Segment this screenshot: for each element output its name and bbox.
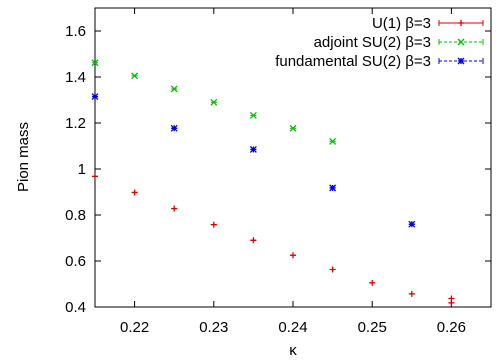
y-tick-label: 0.4 — [65, 299, 86, 316]
x-tick-label: 0.26 — [437, 319, 466, 336]
data-point — [448, 299, 455, 306]
x-axis-title: κ — [289, 342, 297, 359]
data-point — [408, 220, 416, 228]
data-point — [369, 279, 376, 286]
data-point — [210, 221, 217, 228]
series-2 — [91, 93, 416, 228]
legend-marker — [457, 38, 465, 46]
data-point — [131, 72, 139, 80]
legend-label: U(1) β=3 — [372, 15, 431, 32]
data-point — [171, 205, 178, 212]
y-tick-label: 1.4 — [65, 69, 86, 86]
data-point — [329, 266, 336, 273]
x-tick-label: 0.23 — [199, 319, 228, 336]
data-point — [289, 124, 297, 132]
y-axis-title: Pion mass — [15, 122, 32, 192]
series-1 — [91, 59, 337, 145]
data-point — [329, 137, 337, 145]
data-point — [249, 111, 257, 119]
legend-label: adjoint SU(2) β=3 — [314, 34, 431, 51]
data-point — [92, 173, 98, 180]
legend-marker — [457, 57, 465, 65]
data-point — [170, 85, 178, 93]
data-point — [408, 290, 415, 297]
legend: U(1) β=3 adjoint SU(2) β=3 fundamental SU(… — [275, 15, 484, 70]
tick-labels: 0.22 0.23 0.24 0.25 0.26 0.4 0.6 0.8 1 1.2 1.4 1.6 — [65, 23, 466, 336]
x-tick-label: 0.25 — [358, 319, 387, 336]
y-tick-label: 1.6 — [65, 23, 86, 40]
legend-label: fundamental SU(2) β=3 — [275, 53, 431, 70]
series-0 — [92, 173, 455, 306]
y-tick-label: 1 — [78, 161, 86, 178]
x-tick-label: 0.24 — [278, 319, 307, 336]
legend-marker — [458, 20, 464, 26]
data-point — [290, 252, 296, 259]
data-point — [91, 93, 99, 101]
y-tick-label: 1.2 — [65, 115, 86, 132]
data-point — [329, 184, 337, 192]
data-point — [91, 59, 99, 67]
x-tick-label: 0.22 — [120, 319, 149, 336]
data-point — [250, 237, 257, 244]
data-point — [210, 98, 218, 106]
data-point — [131, 189, 138, 196]
data-point — [249, 145, 257, 153]
y-tick-label: 0.6 — [65, 253, 86, 270]
ticks — [95, 8, 491, 308]
data-point — [170, 124, 178, 132]
data-points — [91, 59, 455, 306]
y-tick-label: 0.8 — [65, 207, 86, 224]
